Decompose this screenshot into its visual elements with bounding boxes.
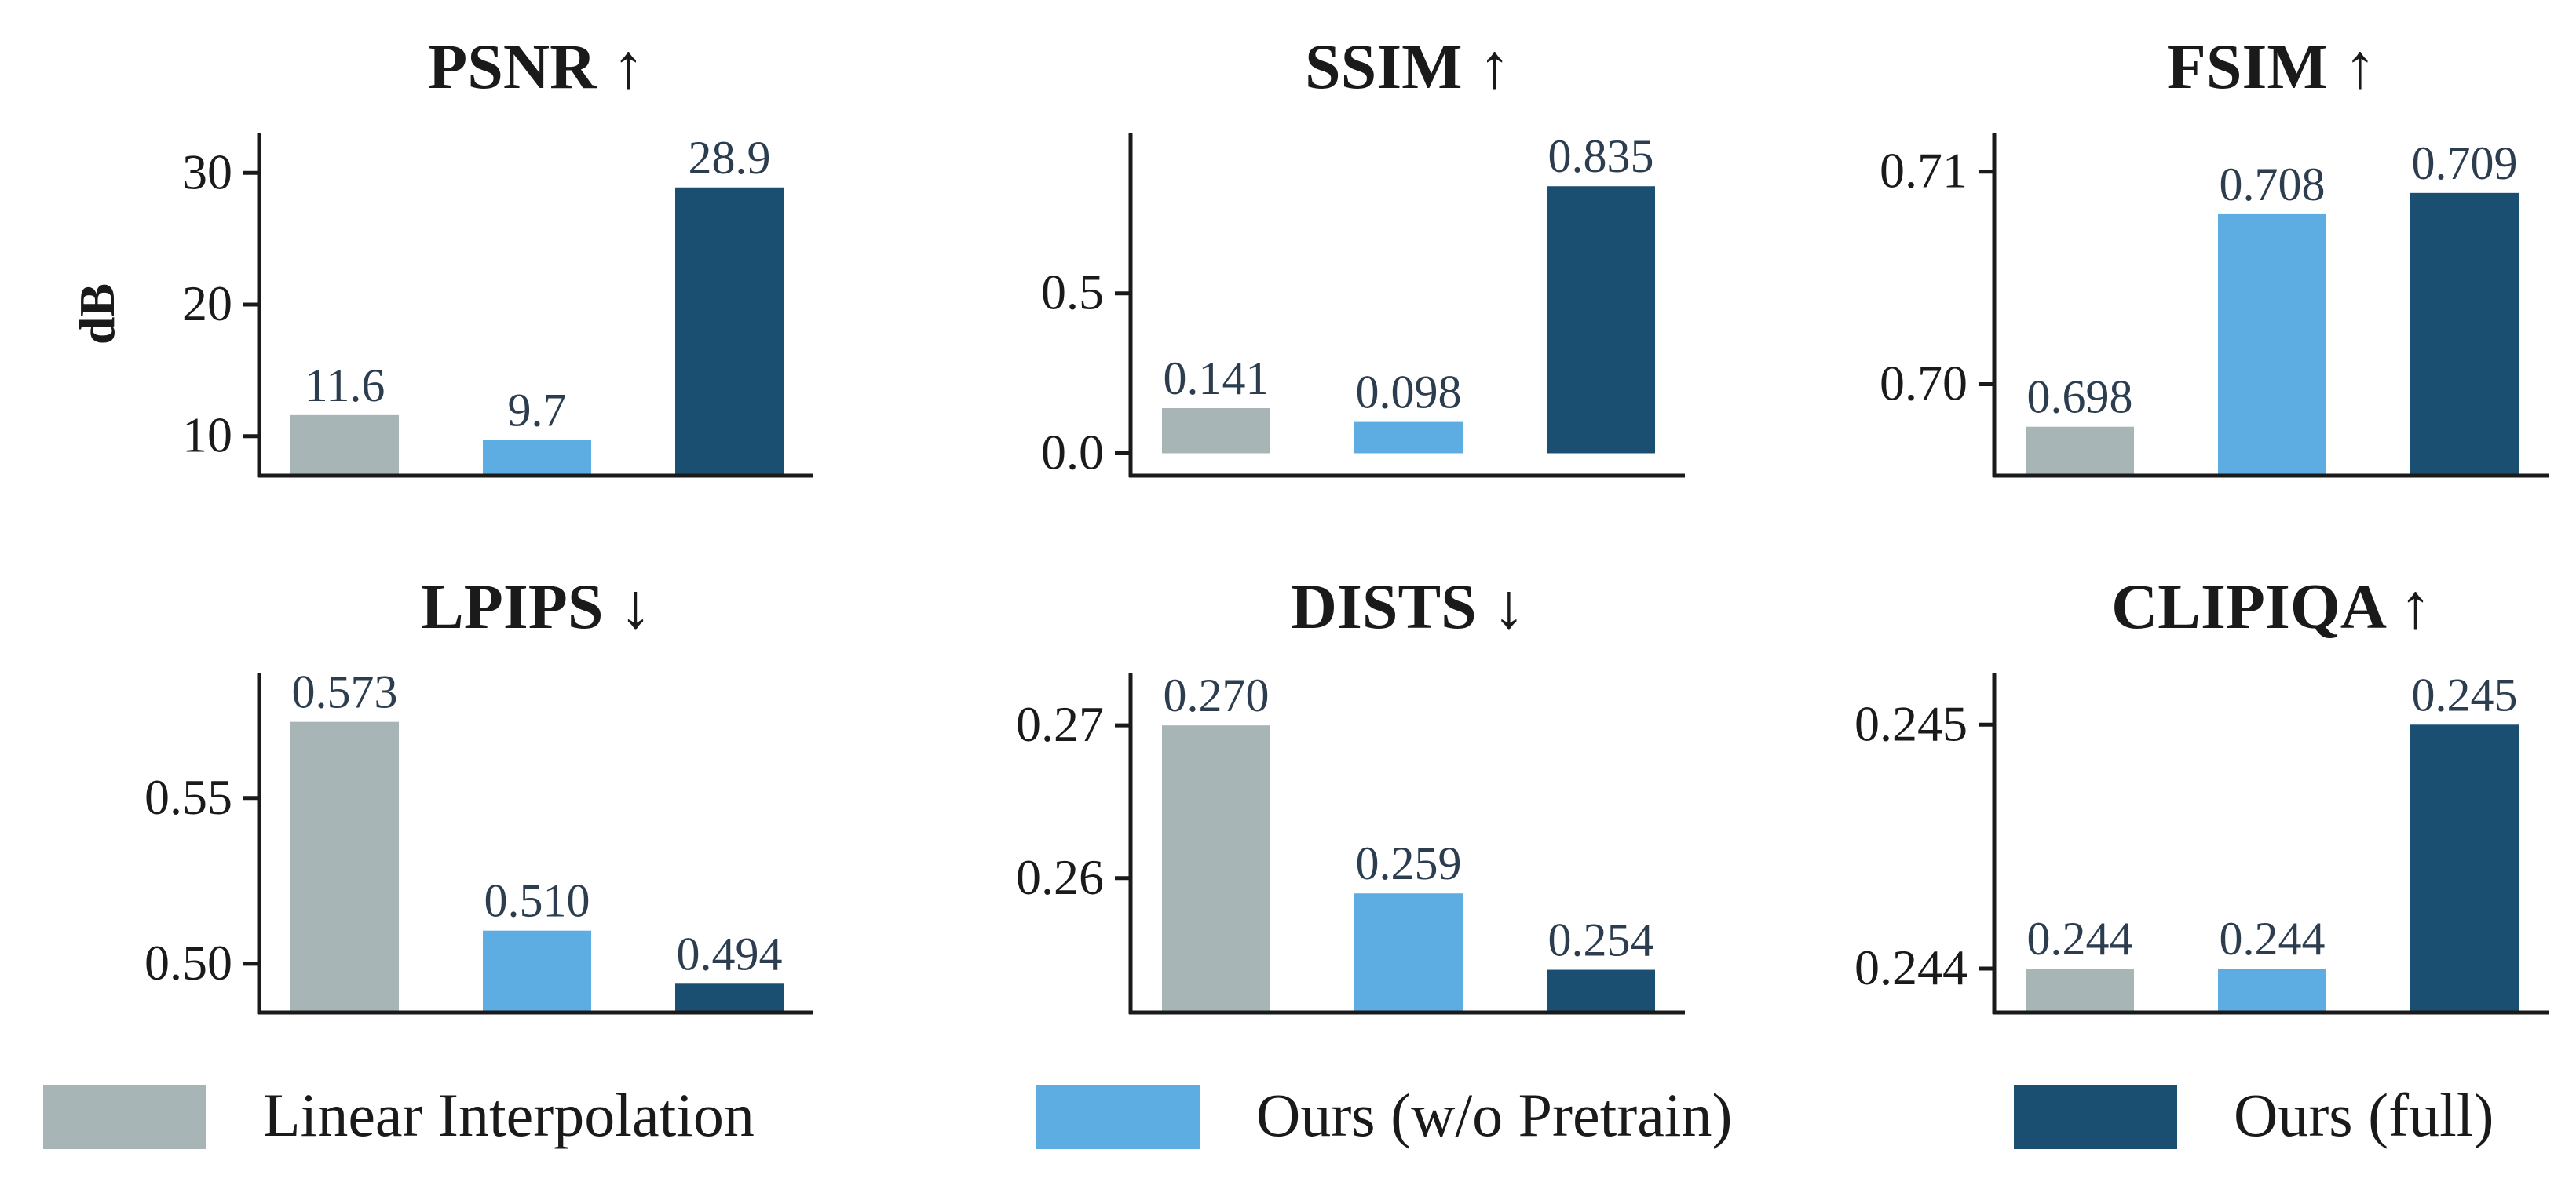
y-tick-label: 0.70 [1880,356,1968,411]
bar-ours-full [2410,724,2519,1013]
bar-value-label: 0.259 [1356,837,1462,889]
bar-value-label: 11.6 [305,359,385,411]
legend-swatch [2014,1085,2177,1149]
legend-label: Linear Interpolation [263,1081,755,1149]
y-tick-label: 0.0 [1041,424,1104,480]
y-tick-label: 0.244 [1854,940,1968,995]
bar-ours-wo-pretrain [483,930,591,1013]
bar-value-label: 0.244 [2027,913,2133,965]
y-axis-label: dB [69,283,125,345]
bar-value-label: 0.098 [1356,367,1462,418]
y-tick-label: 10 [182,407,232,463]
chart-panel-2: SSIM ↑ 0.141 0.098 0.835 0.0 0.5 [1041,31,1685,480]
bar-ours-wo-pretrain [1354,421,1463,454]
legend-label: Ours (full) [2234,1081,2494,1149]
bar-value-label: 0.244 [2220,913,2326,965]
bar-ours-wo-pretrain [2218,969,2326,1013]
y-tick-label: 0.55 [144,769,232,825]
bar-linear-interpolation [290,414,399,476]
y-tick-label: 30 [182,144,232,199]
chart-title: DISTS ↓ [1291,571,1526,642]
bar-value-label: 0.494 [677,928,783,980]
bar-value-label: 0.708 [2220,159,2326,210]
bar-ours-full [2410,192,2519,476]
bar-ours-wo-pretrain [1354,893,1463,1013]
bar-ours-full [1547,186,1655,454]
bar-ours-full [675,983,784,1013]
bar-linear-interpolation [2026,426,2134,476]
y-tick-label: 0.71 [1880,143,1968,199]
chart-panel-6: CLIPIQA ↑ 0.244 0.244 0.245 0.244 0.245 [1854,571,2549,1015]
y-tick-label: 0.27 [1016,696,1104,752]
bar-ours-wo-pretrain [2218,213,2326,476]
chart-panel-4: LPIPS ↓ 0.573 0.510 0.494 0.50 0.55 [144,571,813,1015]
legend-swatch [1036,1085,1200,1149]
y-tick-label: 0.50 [144,935,232,991]
chart-title: SSIM ↑ [1305,31,1511,102]
bar-value-label: 28.9 [689,132,771,184]
y-tick-label: 20 [182,276,232,331]
bar-value-label: 0.270 [1164,670,1270,721]
bar-linear-interpolation [290,721,399,1013]
chart-panel-1: PSNR ↑ dB 11.6 9.7 28.9 10 20 30 [69,31,813,478]
y-tick-label: 0.26 [1016,849,1104,905]
y-tick-label: 0.5 [1041,265,1104,320]
legend: Linear Interpolation Ours (w/o Pretrain) O… [43,1081,2494,1149]
bar-value-label: 0.573 [292,666,398,718]
chart-title: PSNR ↑ [428,31,645,102]
bar-linear-interpolation [1162,725,1270,1013]
chart-title: FSIM ↑ [2167,31,2377,102]
bar-value-label: 0.510 [484,875,590,927]
bar-ours-full [1547,969,1655,1013]
chart-title: LPIPS ↓ [421,571,652,642]
bar-value-label: 0.698 [2027,371,2133,423]
bar-ours-full [675,187,784,476]
bar-value-label: 9.7 [508,385,567,436]
legend-swatch [43,1085,206,1149]
bar-value-label: 0.709 [2412,137,2518,189]
legend-label: Ours (w/o Pretrain) [1256,1081,1733,1149]
chart-panel-3: FSIM ↑ 0.698 0.708 0.709 0.70 0.71 [1880,31,2549,478]
chart-panel-5: DISTS ↓ 0.270 0.259 0.254 0.26 0.27 [1016,571,1685,1015]
bar-linear-interpolation [1162,408,1270,454]
bar-ours-wo-pretrain [483,440,591,476]
bar-linear-interpolation [2026,969,2134,1013]
chart-title: CLIPIQA ↑ [2111,571,2432,642]
bar-value-label: 0.245 [2412,669,2518,721]
bar-value-label: 0.254 [1548,914,1654,966]
bar-value-label: 0.835 [1548,130,1654,182]
y-tick-label: 0.245 [1854,695,1968,751]
bar-value-label: 0.141 [1164,352,1270,404]
